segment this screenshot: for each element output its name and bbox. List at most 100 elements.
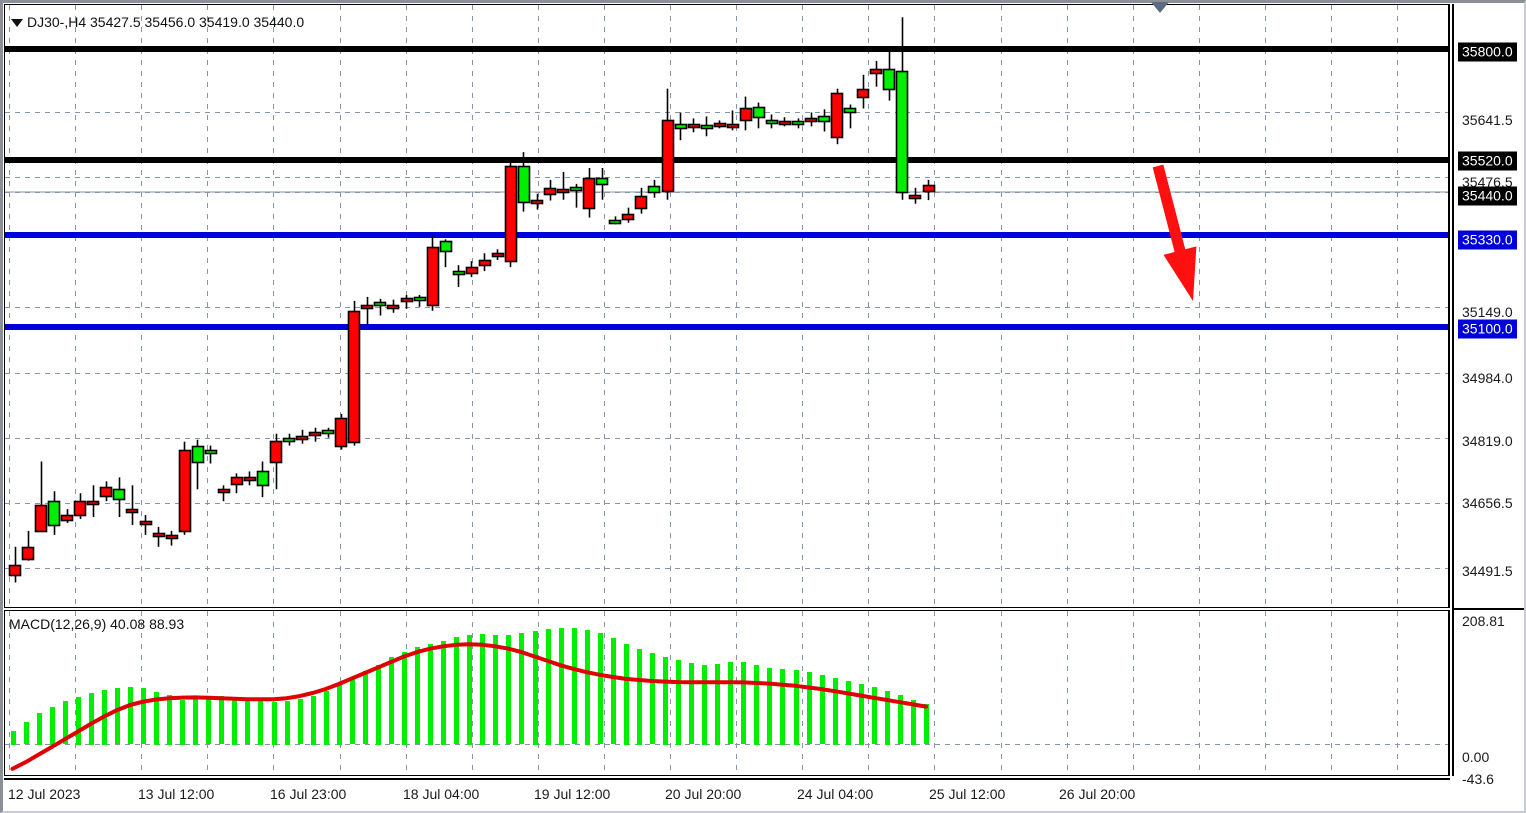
macd-bar bbox=[728, 662, 733, 744]
candle-body bbox=[204, 449, 218, 455]
price-axis-label: 34491.5 bbox=[1462, 563, 1513, 579]
macd-bar bbox=[611, 638, 616, 744]
candle-body bbox=[922, 184, 936, 193]
macd-bar bbox=[272, 702, 277, 745]
time-axis-label: 20 Jul 20:00 bbox=[665, 786, 742, 802]
macd-bar bbox=[219, 696, 224, 744]
candle-body bbox=[908, 194, 922, 200]
macd-bar bbox=[911, 700, 916, 745]
candle-body bbox=[647, 185, 661, 194]
macd-bar bbox=[794, 670, 799, 745]
macd-bar bbox=[506, 635, 511, 744]
triangle-down-icon[interactable] bbox=[11, 19, 23, 28]
candle-body bbox=[426, 246, 440, 307]
down-arrow-annotation[interactable] bbox=[1152, 164, 1197, 301]
candle-body bbox=[73, 500, 87, 517]
macd-bar bbox=[11, 731, 16, 745]
candle-body bbox=[895, 70, 909, 194]
candle-body bbox=[34, 504, 48, 533]
candle-body bbox=[99, 486, 113, 498]
candle-body bbox=[765, 119, 779, 125]
candle-body bbox=[269, 440, 283, 464]
candle-body bbox=[882, 68, 896, 91]
macd-bar bbox=[637, 649, 642, 745]
macd-bar bbox=[572, 628, 577, 744]
macd-bar bbox=[154, 692, 159, 745]
macd-bar bbox=[885, 691, 890, 745]
candle-body bbox=[413, 296, 427, 302]
macd-bar bbox=[337, 685, 342, 745]
macd-bar bbox=[715, 664, 720, 745]
macd-bar bbox=[441, 641, 446, 745]
candle-body bbox=[217, 488, 231, 494]
macd-bar bbox=[324, 691, 329, 745]
time-axis-label: 13 Jul 12:00 bbox=[138, 786, 215, 802]
macd-bar bbox=[846, 681, 851, 745]
macd-bar bbox=[76, 697, 81, 745]
candle-body bbox=[778, 120, 792, 126]
candle-body bbox=[125, 508, 139, 514]
macd-axis-label: -43.6 bbox=[1462, 771, 1494, 787]
macd-bar bbox=[859, 684, 864, 745]
candle-body bbox=[856, 88, 870, 99]
macd-bar bbox=[428, 644, 433, 745]
candle-body bbox=[804, 117, 818, 123]
candle-body bbox=[191, 445, 205, 464]
candle-body bbox=[347, 310, 361, 444]
time-axis-rule bbox=[4, 778, 1450, 780]
candle-body bbox=[8, 564, 22, 577]
macd-indicator-pane[interactable]: MACD(12,26,9) 40.08 88.93 bbox=[4, 610, 1450, 776]
macd-bar bbox=[533, 631, 538, 745]
macd-axis-label: 208.81 bbox=[1462, 613, 1505, 629]
candle-body bbox=[321, 429, 335, 435]
chart-top-marker-icon[interactable] bbox=[1151, 2, 1169, 13]
candle-body bbox=[713, 122, 727, 128]
macd-bar bbox=[311, 696, 316, 745]
macd-bar bbox=[833, 678, 838, 745]
candle-body bbox=[752, 106, 766, 119]
macd-bar bbox=[924, 704, 929, 744]
macd-bar bbox=[767, 668, 772, 745]
macd-bar bbox=[624, 644, 629, 745]
macd-bar bbox=[245, 699, 250, 744]
chart-header-text: DJ30-,H4 35427.5 35456.0 35419.0 35440.0 bbox=[27, 14, 305, 30]
price-axis[interactable]: 35800.0 35641.5 35520.0 35476.5 35440.0 35330… bbox=[1452, 4, 1524, 787]
macd-bar bbox=[872, 687, 877, 744]
price-chart-canvas[interactable] bbox=[5, 5, 1450, 608]
price-axis-pane-divider bbox=[1452, 608, 1524, 610]
candle-body bbox=[504, 165, 518, 263]
macd-bar bbox=[376, 665, 381, 745]
macd-bar bbox=[141, 688, 146, 744]
price-axis-label: 34819.0 bbox=[1462, 433, 1513, 449]
candle-body bbox=[178, 449, 192, 533]
candle-body bbox=[439, 240, 453, 253]
macd-chart-canvas[interactable] bbox=[5, 611, 1450, 776]
candle-body bbox=[308, 431, 322, 437]
candle-body bbox=[256, 470, 270, 487]
candle-body bbox=[661, 119, 675, 193]
macd-bar bbox=[585, 630, 590, 745]
candle-body bbox=[295, 435, 309, 441]
candle-body bbox=[478, 259, 492, 267]
candle-body bbox=[817, 115, 831, 123]
price-axis-label: 34656.5 bbox=[1462, 495, 1513, 511]
candle-body bbox=[386, 304, 400, 310]
macd-bar bbox=[258, 701, 263, 745]
candle-body bbox=[674, 123, 688, 130]
macd-bar bbox=[89, 693, 94, 745]
candle-body bbox=[230, 476, 244, 486]
macd-bar bbox=[780, 669, 785, 745]
macd-bar bbox=[167, 695, 172, 745]
macd-bar bbox=[454, 637, 459, 744]
candle-body bbox=[400, 297, 414, 303]
macd-bar bbox=[50, 707, 55, 745]
time-axis-label: 26 Jul 20:00 bbox=[1059, 786, 1136, 802]
macd-bar bbox=[807, 672, 812, 744]
price-chart-pane[interactable]: DJ30-,H4 35427.5 35456.0 35419.0 35440.0 bbox=[4, 4, 1450, 608]
price-axis-label: 35149.0 bbox=[1462, 304, 1513, 320]
candle-body bbox=[517, 165, 531, 204]
candle-body bbox=[165, 534, 179, 540]
time-axis[interactable]: 12 Jul 2023 13 Jul 12:00 16 Jul 23:00 18 Ju… bbox=[4, 778, 1450, 810]
